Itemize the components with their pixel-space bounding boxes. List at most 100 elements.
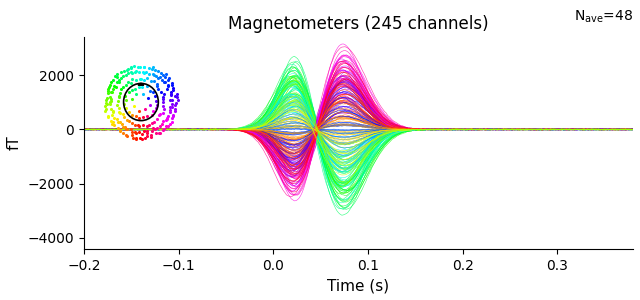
Point — [157, 110, 168, 115]
Point — [127, 97, 137, 102]
Point — [134, 116, 144, 121]
Point — [153, 69, 163, 74]
Point — [114, 94, 124, 99]
Point — [167, 97, 177, 102]
Point — [101, 106, 111, 111]
Point — [115, 90, 125, 95]
Point — [108, 110, 118, 115]
Point — [115, 128, 125, 133]
Point — [103, 114, 113, 118]
Point — [131, 136, 141, 141]
Point — [159, 106, 170, 111]
Point — [127, 70, 138, 75]
Point — [152, 116, 163, 121]
Point — [121, 126, 131, 131]
Point — [122, 134, 132, 139]
Point — [167, 105, 177, 110]
Point — [157, 97, 168, 102]
Point — [106, 80, 116, 85]
Point — [148, 90, 159, 94]
Point — [152, 126, 163, 131]
Point — [101, 98, 111, 102]
Point — [129, 103, 139, 108]
Point — [162, 86, 172, 91]
Point — [157, 73, 168, 77]
Point — [120, 94, 131, 98]
Point — [167, 119, 177, 124]
Point — [105, 83, 115, 88]
Point — [158, 94, 168, 99]
Point — [148, 73, 159, 78]
Point — [166, 93, 176, 98]
Point — [127, 136, 138, 140]
Point — [141, 70, 151, 74]
Point — [139, 129, 149, 134]
Point — [171, 100, 181, 105]
Point — [144, 66, 154, 70]
Point — [156, 122, 166, 127]
Point — [166, 81, 177, 85]
Point — [155, 123, 165, 128]
Point — [134, 76, 145, 81]
Point — [127, 77, 138, 82]
Point — [165, 97, 175, 102]
Point — [112, 72, 122, 77]
Point — [172, 92, 182, 97]
Point — [137, 136, 147, 141]
Point — [159, 127, 169, 132]
Point — [126, 70, 136, 74]
Point — [168, 114, 178, 119]
Point — [152, 83, 163, 88]
Point — [131, 113, 141, 118]
Point — [122, 127, 132, 131]
Point — [147, 112, 157, 117]
Point — [160, 80, 170, 85]
Point — [124, 89, 134, 94]
Point — [123, 80, 133, 85]
Point — [170, 109, 180, 113]
Point — [116, 122, 127, 126]
Point — [158, 128, 168, 133]
Point — [139, 65, 149, 70]
Point — [148, 126, 158, 131]
Point — [124, 110, 134, 114]
Point — [139, 65, 149, 70]
Point — [106, 106, 116, 111]
Point — [172, 94, 182, 99]
Point — [127, 112, 137, 117]
Point — [121, 105, 131, 110]
Point — [131, 136, 141, 140]
Point — [146, 133, 156, 138]
Point — [113, 116, 123, 121]
Point — [163, 78, 173, 83]
Point — [160, 74, 170, 79]
Point — [101, 101, 111, 106]
Point — [112, 102, 122, 107]
Point — [106, 98, 116, 103]
Point — [139, 77, 149, 82]
Point — [100, 109, 111, 113]
Point — [111, 85, 121, 90]
Point — [123, 71, 133, 76]
Point — [147, 109, 157, 114]
X-axis label: Time (s): Time (s) — [328, 278, 390, 293]
Point — [124, 119, 134, 124]
Point — [134, 84, 144, 89]
Point — [150, 93, 161, 98]
Point — [109, 116, 120, 121]
Point — [110, 74, 120, 79]
Point — [147, 72, 157, 77]
Point — [141, 131, 152, 136]
Point — [129, 123, 140, 128]
Point — [118, 130, 128, 135]
Point — [102, 90, 113, 95]
Point — [165, 104, 175, 109]
Point — [119, 69, 129, 74]
Point — [113, 119, 123, 124]
Point — [111, 79, 122, 84]
Point — [156, 90, 166, 94]
Point — [129, 63, 140, 68]
Point — [131, 91, 141, 96]
Point — [147, 128, 157, 133]
Point — [152, 102, 162, 107]
